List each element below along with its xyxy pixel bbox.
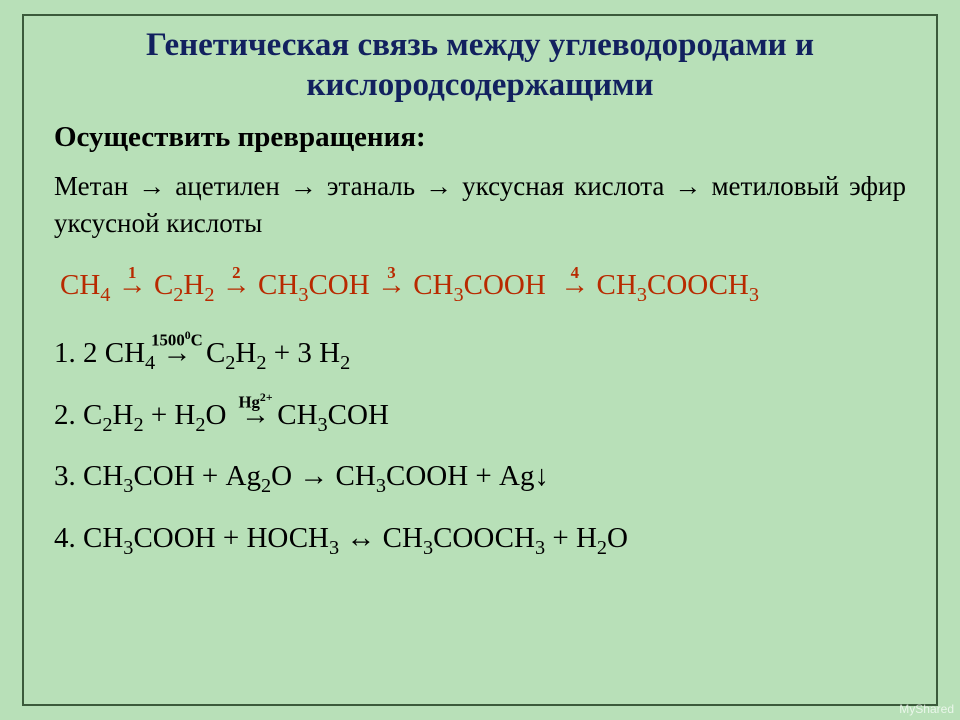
arrow-1: 1→ [118,269,147,302]
eq4-a: 4. СН [54,522,123,554]
eq3-d: O → СН [271,460,376,492]
sub: 3 [749,284,759,306]
eq2-r2: СОН [328,399,389,431]
sub: 3 [318,413,328,435]
plus: + [267,337,298,369]
eq1-r2: Н [235,337,256,369]
step-num-3: 3 [387,263,395,283]
sub: 2 [102,413,112,435]
sub: 4 [100,284,110,306]
eq4-b: СООН + НОСН [133,522,329,554]
sub: 3 [535,537,545,559]
cond-suffix: С [191,331,203,350]
eq4-h: + Н [545,522,597,554]
reaction-chain: СН4 1→ С2Н2 2→ СН3СОН 3→ СН3СООН 4→ СН3С… [48,269,912,307]
arrow-4: 4→ [560,269,589,302]
eq2-r1: СН [277,399,317,431]
sub: 3 [453,284,463,306]
eq4-f: СООСН [433,522,535,554]
cond-val: Hg [238,392,259,411]
arrow-3: 3→ [377,269,406,302]
chain-sp4b: СООН [464,269,546,301]
sub: 2 [173,284,183,306]
title-line-2: кислородсодержащими [307,67,654,103]
equation-2: 2. С2Н2 + Н2О Hg2+→ СН3СОН [48,399,912,437]
equation-3: 3. СН3СОН + Ag2O → СН3СООН + Ag↓ [48,460,912,498]
task-text: Метан → ацетилен → этаналь → уксусная ки… [48,168,912,241]
eq1-r3: 3 Н [297,337,340,369]
cond-val: 1500 [151,331,185,350]
slide-title: Генетическая связь между углеводородами … [48,26,912,105]
sub: 4 [145,352,155,374]
eq1-lhs: 1. 2 СН [54,337,145,369]
sub: 3 [637,284,647,306]
sub: 3 [376,475,386,497]
watermark: MyShared [899,702,954,716]
sub: 2 [133,413,143,435]
equation-1: 1. 2 СН4 15000С→ С2Н2 + 3 Н2 [48,337,912,375]
sub: 2 [204,284,214,306]
eq2-d: О [206,399,234,431]
sub: 3 [123,475,133,497]
step-num-4: 4 [571,263,579,283]
slide-frame: Генетическая связь между углеводородами … [22,14,938,706]
chain-sp2a: С [154,269,173,301]
eq1-cond: 15000С [151,329,203,351]
eq1-arrow: 15000С→ [162,337,191,370]
eq2-b: Н [112,399,133,431]
sub: 2 [261,475,271,497]
sub: 3 [298,284,308,306]
sub: 3 [329,537,339,559]
sub: 2 [195,413,205,435]
chain-sp3a: СН [258,269,298,301]
chain-sp5b: СООСН [647,269,749,301]
chain-sp3b: СОН [308,269,369,301]
step-num-1: 1 [128,263,136,283]
sup: 2+ [260,391,273,404]
step-num-2: 2 [232,263,240,283]
title-line-1: Генетическая связь между углеводородами … [146,27,814,63]
eq1-r1: С [206,337,225,369]
sub: 3 [123,537,133,559]
subtitle: Осуществить превращения: [48,121,912,154]
sub: 3 [423,537,433,559]
chain-sp5a: СН [597,269,637,301]
eq2-cond: Hg2+ [238,391,272,413]
eq2-lhs: 2. С [54,399,102,431]
chain-sp4a: СН [413,269,453,301]
eq3-b: СОН + Ag [133,460,261,492]
sub: 2 [225,352,235,374]
plus: + Н [144,399,196,431]
chain-sp2b: Н [183,269,204,301]
sub: 2 [340,352,350,374]
eq3-f: СООН + Ag↓ [386,460,549,492]
eq4-j: О [607,522,628,554]
sub: 2 [256,352,266,374]
eq3-a: 3. СН [54,460,123,492]
arrow-2: 2→ [222,269,251,302]
equation-4: 4. СН3СООН + НОСН3 ↔ СН3СООСН3 + Н2О [48,522,912,560]
sub: 2 [597,537,607,559]
chain-sp1: СН [60,269,100,301]
eq2-arrow: Hg2+→ [241,399,270,432]
eq4-d: ↔ СН [339,522,423,554]
